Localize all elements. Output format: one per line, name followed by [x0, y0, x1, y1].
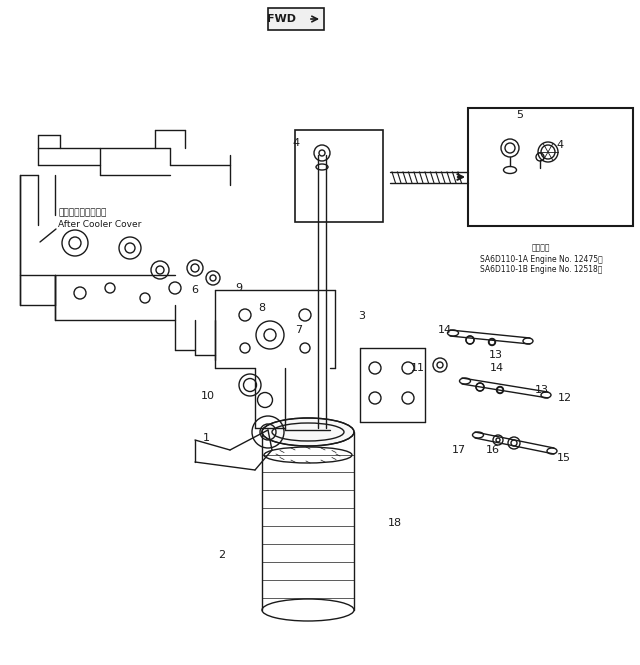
Text: 4: 4	[556, 140, 563, 150]
Text: 3: 3	[358, 311, 365, 321]
Text: 18: 18	[388, 518, 402, 528]
Text: FWD: FWD	[268, 14, 296, 24]
Text: 5: 5	[516, 110, 524, 120]
Text: 14: 14	[438, 325, 452, 335]
Bar	[295, 130, 383, 222]
Text: 16: 16	[486, 445, 500, 455]
Text: 12: 12	[558, 393, 572, 403]
Text: 1: 1	[203, 433, 210, 443]
Text: After Cooler Cover: After Cooler Cover	[58, 219, 141, 229]
Text: アフタクーラカバー: アフタクーラカバー	[58, 209, 106, 217]
Text: 10: 10	[201, 391, 215, 401]
Text: 6: 6	[191, 285, 198, 295]
Text: 13: 13	[489, 350, 503, 360]
Text: 14: 14	[490, 363, 504, 373]
Text: 4: 4	[293, 138, 300, 148]
Text: 8: 8	[258, 303, 265, 313]
Text: 2: 2	[218, 550, 225, 560]
Bar	[468, 108, 633, 226]
Text: 15: 15	[557, 453, 571, 463]
Text: 17: 17	[452, 445, 466, 455]
Ellipse shape	[262, 418, 354, 446]
Text: 9: 9	[235, 283, 242, 293]
Text: 13: 13	[535, 385, 549, 395]
Text: SA6D110-1B Engine No. 12518～: SA6D110-1B Engine No. 12518～	[480, 265, 602, 273]
Bar	[268, 8, 324, 30]
Text: 適用号機: 適用号機	[532, 243, 550, 253]
Text: 11: 11	[411, 363, 425, 373]
Text: 7: 7	[295, 325, 302, 335]
Text: SA6D110-1A Engine No. 12475～: SA6D110-1A Engine No. 12475～	[479, 255, 602, 263]
